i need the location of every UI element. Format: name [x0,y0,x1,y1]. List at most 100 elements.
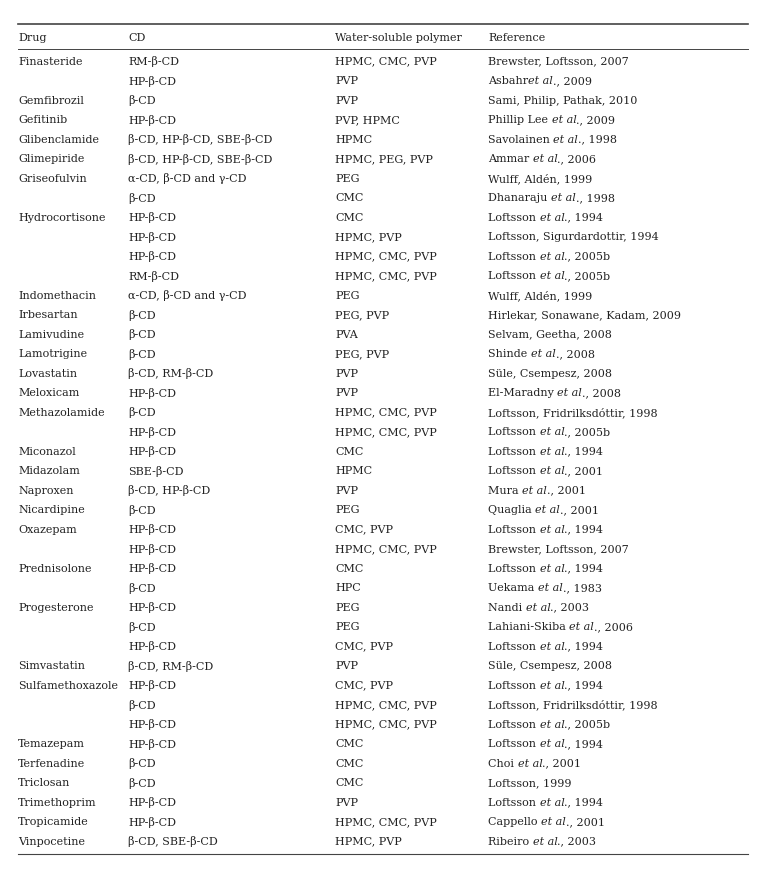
Text: Loftsson, Fridrilksdóttir, 1998: Loftsson, Fridrilksdóttir, 1998 [488,407,658,418]
Text: Wulff, Aldén, 1999: Wulff, Aldén, 1999 [488,174,592,184]
Text: CMC, PVP: CMC, PVP [335,681,393,691]
Text: ., 2009: ., 2009 [576,115,615,125]
Text: et al: et al [539,798,565,808]
Text: Loftsson, 1999: Loftsson, 1999 [488,778,571,788]
Text: Loftsson: Loftsson [488,642,539,652]
Text: Glimepiride: Glimepiride [18,154,85,164]
Text: Drug: Drug [18,33,47,43]
Text: HPMC, CMC, PVP: HPMC, CMC, PVP [335,408,436,417]
Text: SBE-β-CD: SBE-β-CD [128,466,183,477]
Text: Choi: Choi [488,759,517,768]
Text: Süle, Csempesz, 2008: Süle, Csempesz, 2008 [488,661,612,671]
Text: PVA: PVA [335,330,358,339]
Text: HP-β-CD: HP-β-CD [128,816,176,828]
Text: CMC: CMC [335,778,363,788]
Text: β-CD, RM-β-CD: β-CD, RM-β-CD [128,368,213,379]
Text: PVP: PVP [335,96,358,105]
Text: ., 2001: ., 2001 [565,467,604,476]
Text: CD: CD [128,33,146,43]
Text: Miconazol: Miconazol [18,446,76,457]
Text: Loftsson, Sigurdardottir, 1994: Loftsson, Sigurdardottir, 1994 [488,232,658,242]
Text: Loftsson, Fridrilksdóttir, 1998: Loftsson, Fridrilksdóttir, 1998 [488,700,658,710]
Text: β-CD, RM-β-CD: β-CD, RM-β-CD [128,660,213,672]
Text: Trimethoprim: Trimethoprim [18,798,97,808]
Text: β-CD: β-CD [128,310,156,321]
Text: ., 1998: ., 1998 [575,193,615,203]
Text: HP-β-CD: HP-β-CD [128,232,176,243]
Text: Brewster, Loftsson, 2007: Brewster, Loftsson, 2007 [488,544,629,554]
Text: HP-β-CD: HP-β-CD [128,641,176,652]
Text: Prednisolone: Prednisolone [18,564,92,574]
Text: Wulff, Aldén, 1999: Wulff, Aldén, 1999 [488,290,592,301]
Text: CMC: CMC [335,564,363,574]
Text: et al: et al [539,642,565,652]
Text: RM-β-CD: RM-β-CD [128,56,179,68]
Text: Methazolamide: Methazolamide [18,408,105,417]
Text: HP-β-CD: HP-β-CD [128,446,176,457]
Text: Hirlekar, Sonawane, Kadam, 2009: Hirlekar, Sonawane, Kadam, 2009 [488,310,681,320]
Text: β-CD: β-CD [128,778,156,788]
Text: HPMC, PVP: HPMC, PVP [335,837,402,846]
Text: ., 2001: ., 2001 [547,486,586,496]
Text: et al: et al [533,837,558,846]
Text: et al: et al [552,115,576,125]
Text: ., 1998: ., 1998 [578,135,617,145]
Text: HP-β-CD: HP-β-CD [128,75,176,87]
Text: PVP, HPMC: PVP, HPMC [335,115,400,125]
Text: Loftsson: Loftsson [488,564,539,574]
Text: Finasteride: Finasteride [18,57,82,67]
Text: Savolainen: Savolainen [488,135,553,145]
Text: CMC, PVP: CMC, PVP [335,642,393,652]
Text: Ammar: Ammar [488,154,533,164]
Text: CMC: CMC [335,193,363,203]
Text: et al: et al [539,681,565,691]
Text: Vinpocetine: Vinpocetine [18,837,85,846]
Text: ., 1994: ., 1994 [565,642,604,652]
Text: Brewster, Loftsson, 2007: Brewster, Loftsson, 2007 [488,57,629,67]
Text: El-Maradny: El-Maradny [488,389,558,398]
Text: β-CD, HP-β-CD: β-CD, HP-β-CD [128,485,211,496]
Text: et al: et al [539,739,565,749]
Text: ., 2003: ., 2003 [558,837,597,846]
Text: Loftsson: Loftsson [488,524,539,535]
Text: β-CD: β-CD [128,329,156,340]
Text: HP-β-CD: HP-β-CD [128,251,176,262]
Text: CMC: CMC [335,759,363,768]
Text: ., 2001: ., 2001 [542,759,581,768]
Text: Uekama: Uekama [488,583,538,593]
Text: et al: et al [541,817,565,827]
Text: HP-β-CD: HP-β-CD [128,738,176,750]
Text: Phillip Lee: Phillip Lee [488,115,552,125]
Text: HPMC, CMC, PVP: HPMC, CMC, PVP [335,544,436,554]
Text: HPMC, CMC, PVP: HPMC, CMC, PVP [335,427,436,437]
Text: Naproxen: Naproxen [18,486,73,496]
Text: et al: et al [533,154,558,164]
Text: HPMC: HPMC [335,467,372,476]
Text: β-CD: β-CD [128,582,156,594]
Text: et al: et al [531,349,555,360]
Text: β-CD: β-CD [128,504,156,516]
Text: et al: et al [539,720,565,730]
Text: Tropicamide: Tropicamide [18,817,89,827]
Text: HP-β-CD: HP-β-CD [128,212,176,223]
Text: Dhanaraju: Dhanaraju [488,193,551,203]
Text: ., 2006: ., 2006 [594,622,633,632]
Text: Irbesartan: Irbesartan [18,310,78,320]
Text: ., 1983: ., 1983 [562,583,601,593]
Text: HPMC, CMC, PVP: HPMC, CMC, PVP [335,57,436,67]
Text: Loftsson: Loftsson [488,798,539,808]
Text: β-CD: β-CD [128,193,156,203]
Text: ., 1994: ., 1994 [565,213,604,223]
Text: Loftsson: Loftsson [488,252,539,261]
Text: Gemfibrozil: Gemfibrozil [18,96,84,105]
Text: ., 2009: ., 2009 [553,76,592,86]
Text: Shinde: Shinde [488,349,531,360]
Text: ., 2008: ., 2008 [582,389,621,398]
Text: ., 2006: ., 2006 [558,154,597,164]
Text: ., 2005b: ., 2005b [565,427,610,437]
Text: β-CD: β-CD [128,759,156,769]
Text: PVP: PVP [335,486,358,496]
Text: ., 1994: ., 1994 [565,798,604,808]
Text: HP-β-CD: HP-β-CD [128,524,176,535]
Text: Loftsson: Loftsson [488,720,539,730]
